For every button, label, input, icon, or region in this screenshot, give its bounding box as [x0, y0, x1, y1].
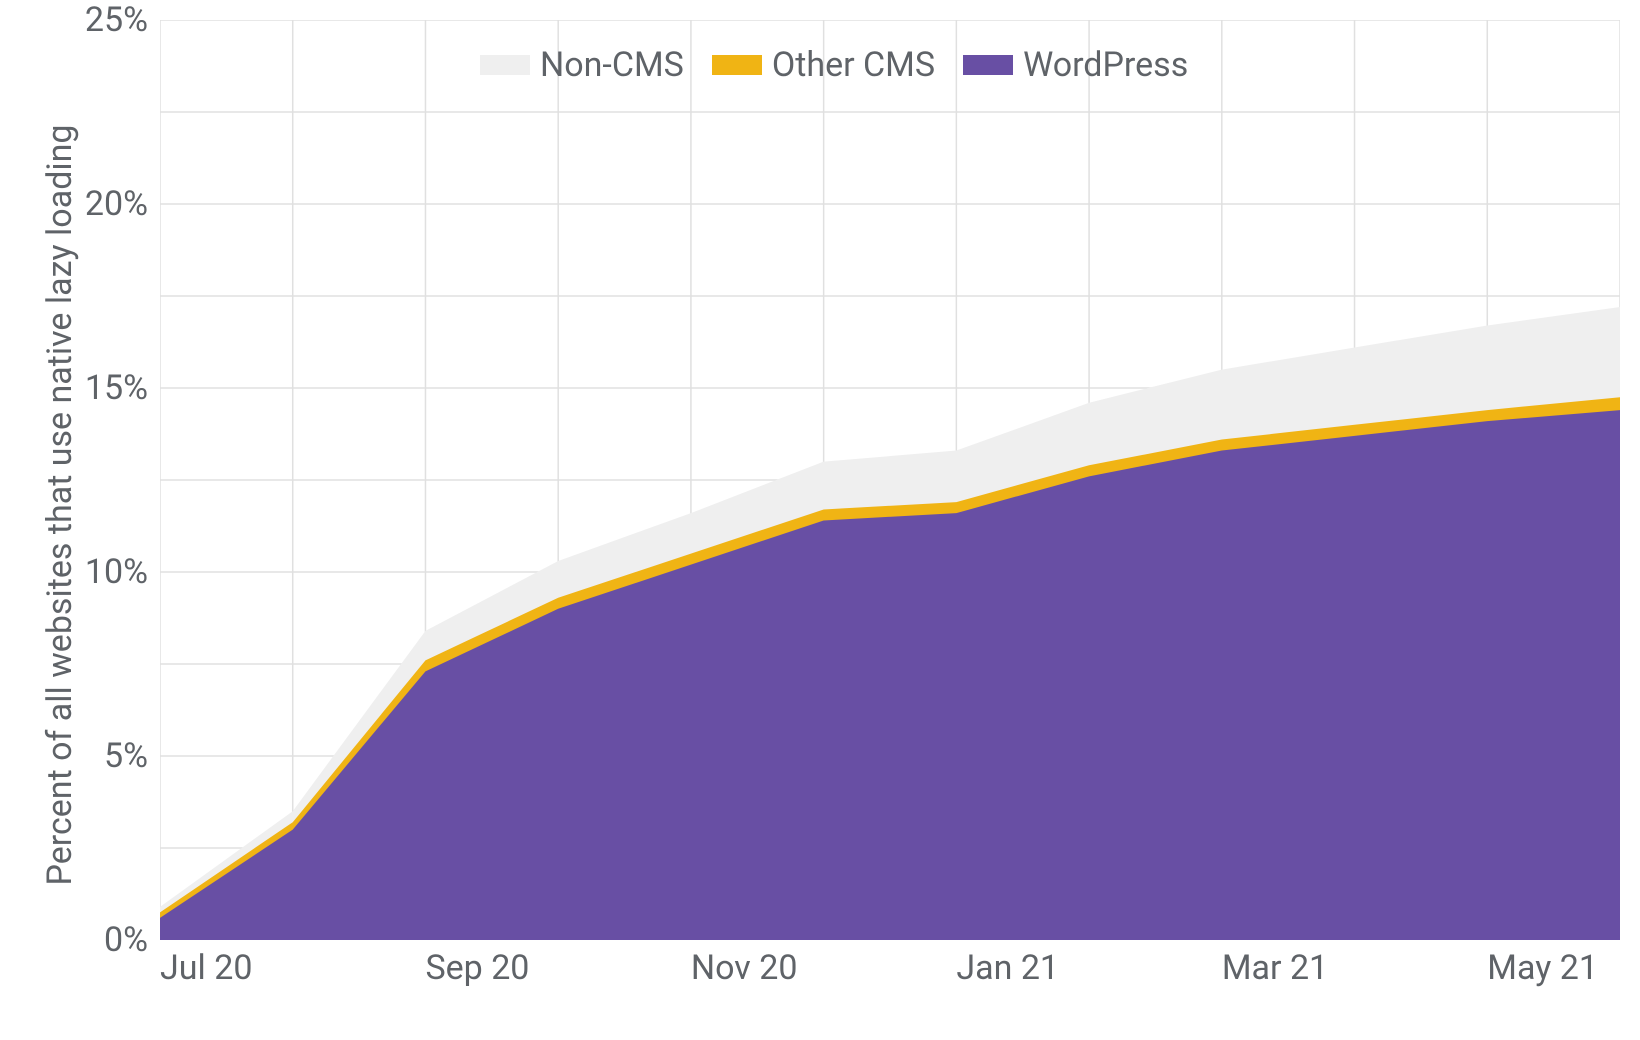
x-tick-label: Nov 20	[691, 948, 798, 988]
y-tick-label: 20%	[48, 184, 148, 224]
legend-swatch	[963, 55, 1013, 75]
plot-area: 0%5%10%15%20%25% Jul 20Sep 20Nov 20Jan 2…	[160, 20, 1620, 940]
x-tick-label: Jan 21	[956, 948, 1059, 988]
legend-label: WordPress	[1023, 45, 1188, 85]
y-tick-label: 15%	[48, 368, 148, 408]
y-tick-label: 5%	[48, 736, 148, 776]
chart-svg	[160, 20, 1620, 940]
y-tick-label: 0%	[48, 920, 148, 960]
y-tick-label: 25%	[48, 0, 148, 40]
x-tick-label: Sep 20	[425, 948, 529, 988]
legend-item: WordPress	[963, 45, 1188, 85]
legend-swatch	[480, 55, 530, 75]
x-tick-label: Jul 20	[160, 948, 252, 988]
x-tick-label: Mar 21	[1222, 948, 1328, 988]
y-axis-title: Percent of all websites that use native …	[40, 105, 80, 905]
legend-item: Non-CMS	[480, 45, 684, 85]
y-tick-label: 10%	[48, 552, 148, 592]
legend-label: Other CMS	[772, 45, 935, 85]
legend: Non-CMS Other CMS WordPress	[480, 45, 1188, 85]
area-chart: Percent of all websites that use native …	[0, 0, 1640, 1040]
legend-label: Non-CMS	[540, 45, 684, 85]
legend-swatch	[712, 55, 762, 75]
legend-item: Other CMS	[712, 45, 935, 85]
x-tick-label: May 21	[1487, 948, 1598, 988]
